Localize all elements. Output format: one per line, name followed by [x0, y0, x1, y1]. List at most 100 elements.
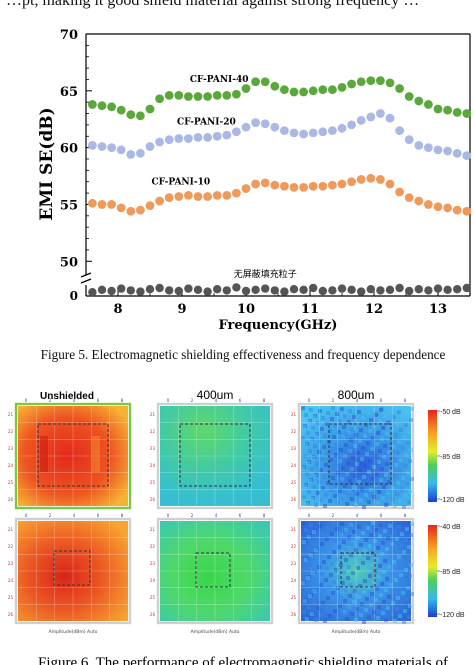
heatmap-speckle [376, 501, 380, 505]
y-tick-label: 50 [60, 255, 78, 270]
heatmap-speckle [313, 444, 317, 448]
heatmap-speckle [310, 582, 314, 586]
heatmap-speckle [346, 491, 350, 495]
data-point [203, 92, 213, 101]
heatmap-speckle [364, 538, 368, 542]
heatmap-tick-left: 23 [8, 561, 14, 566]
data-point [174, 192, 184, 201]
heatmap-speckle [302, 540, 306, 544]
data-point [452, 205, 462, 215]
heatmap-speckle [311, 426, 315, 430]
heatmap-speckle [354, 548, 358, 552]
heatmap-speckle [303, 569, 307, 573]
series-label: CF-PANI-10 [151, 178, 210, 188]
heatmap-speckle [335, 557, 339, 561]
heatmap-speckle [344, 558, 348, 562]
heatmap-speckle [370, 562, 374, 566]
heatmap-speckle [387, 595, 391, 599]
baseline-point [241, 286, 251, 296]
x-tick-label: 10 [237, 302, 255, 317]
heatmap-speckle [368, 574, 372, 578]
heatmap-speckle [330, 532, 334, 536]
heatmap-panel [18, 406, 128, 506]
chart-points [88, 76, 472, 297]
heatmap-speckle [326, 596, 330, 600]
heatmap-speckle [374, 413, 378, 417]
heatmap-speckle [371, 521, 375, 525]
heatmap-speckle [328, 429, 332, 433]
data-point [280, 181, 289, 191]
heatmap-speckle [324, 608, 328, 612]
heatmap-speckle [319, 498, 323, 502]
chart-labels: 50 55 60 65 70 0 8 9 10 11 12 13 Frequency(GHz) EMI S… [37, 28, 447, 333]
heatmap-speckle [382, 455, 386, 459]
data-point [232, 127, 241, 137]
heatmap-speckle [320, 457, 324, 461]
heatmap-speckle [344, 588, 348, 592]
data-point [280, 85, 289, 95]
heatmap-speckle [303, 599, 307, 603]
heatmap-speckle [331, 521, 335, 525]
heatmap-speckle [394, 548, 398, 552]
data-point [308, 86, 318, 96]
heatmap-speckle [379, 593, 383, 597]
data-point [452, 108, 462, 117]
data-point [88, 198, 97, 208]
baseline-point [193, 285, 203, 294]
heatmap-speckle [367, 585, 371, 589]
heatmap-speckle [391, 456, 395, 460]
heatmap-speckle [400, 532, 404, 536]
heatmap-tick-top: 2 [191, 513, 194, 518]
y-tick-label: 55 [60, 198, 78, 213]
baseline-point [337, 284, 347, 293]
heatmap-tick-left: 21 [291, 527, 297, 532]
heatmap-speckle [384, 503, 388, 507]
heatmap-speckle [320, 427, 324, 431]
baseline-point [433, 284, 443, 293]
data-point [385, 78, 395, 88]
heatmap-tick-left: 26 [291, 612, 297, 617]
heatmap-speckle [407, 615, 411, 619]
heatmap-speckle [384, 588, 388, 592]
heatmap-speckle [385, 462, 389, 466]
heatmap-speckle [390, 497, 394, 501]
heatmap-speckle [322, 445, 326, 449]
heatmap-speckle [360, 602, 364, 606]
heatmap-speckle [353, 589, 357, 593]
heatmap-speckle [320, 542, 324, 546]
heatmap-tick-left: 21 [150, 527, 156, 532]
heatmap-tick-left: 25 [8, 595, 14, 600]
heatmap-speckle [324, 463, 328, 467]
heatmap-speckle [348, 594, 352, 598]
heatmap-speckle [367, 615, 371, 619]
heatmap-speckle [336, 586, 340, 590]
heatmap-speckle [330, 417, 334, 421]
heatmap-speckle [326, 481, 330, 485]
baseline-point [136, 287, 145, 296]
data-point [193, 192, 203, 201]
heatmap-speckle [329, 458, 333, 462]
series-label: CF-PANI-20 [177, 117, 236, 127]
heatmap-speckle [407, 545, 411, 549]
data-point [126, 150, 136, 159]
heatmap-speckle [342, 570, 346, 574]
heatmap-speckle [358, 584, 362, 588]
heatmap-speckle [341, 466, 345, 470]
heatmap-frame [156, 517, 274, 625]
data-point [462, 206, 472, 216]
data-point [318, 85, 328, 95]
heatmap-speckle [321, 601, 325, 605]
heatmap-tick-top: 4 [356, 398, 359, 403]
data-point [260, 178, 270, 188]
heatmap-speckle [409, 448, 413, 452]
data-point [328, 180, 337, 190]
heatmap-speckle [304, 558, 308, 562]
heatmap-speckle [301, 406, 305, 410]
data-point [212, 90, 222, 100]
baseline-point [232, 283, 241, 292]
heatmap-speckle [396, 566, 400, 570]
heatmap-tick-left: 24 [8, 578, 14, 583]
colorbar [428, 410, 437, 502]
heatmap-speckle [322, 475, 326, 479]
heatmap-speckle [340, 407, 344, 411]
